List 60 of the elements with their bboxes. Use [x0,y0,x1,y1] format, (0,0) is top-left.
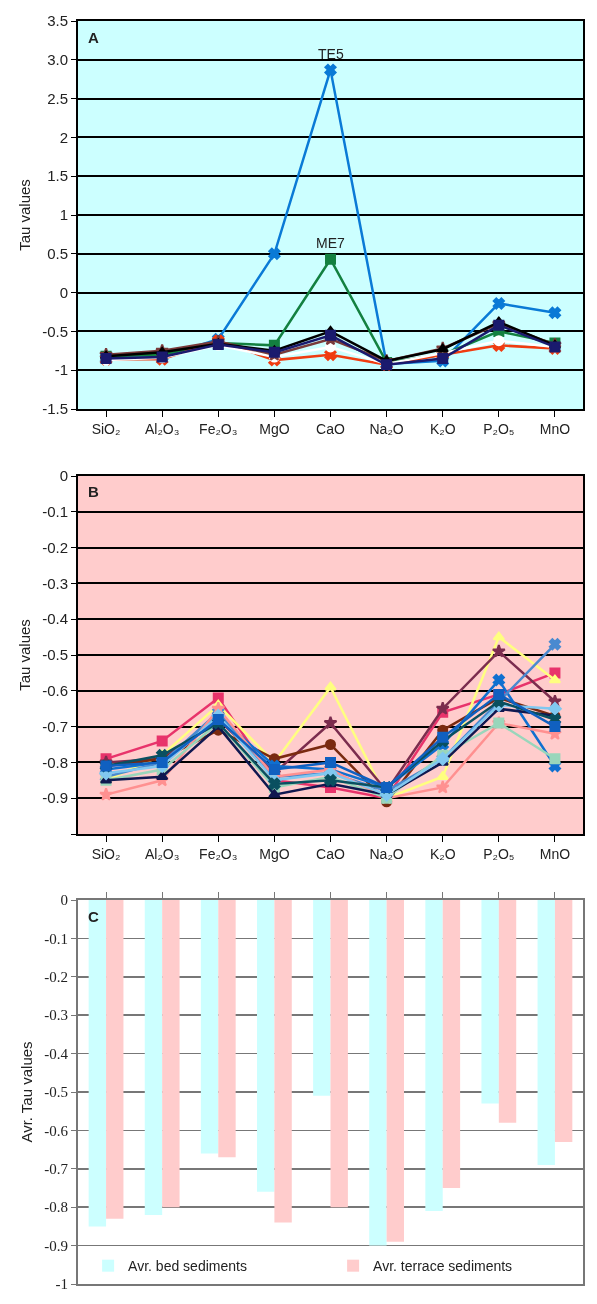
y-tick-label: -0.7 [44,1161,69,1178]
y-tick-label: -0.7 [42,717,68,735]
y-tick-label: -0.5 [42,646,68,664]
y-tick-label: -0.2 [42,538,68,556]
x-tick-label: CaO [316,420,345,437]
x-tick-label: MgO [259,845,290,862]
y-tick-label: -0.6 [44,1122,69,1139]
y-tick-label: 0 [59,467,68,485]
x-tick-label: SiO₂ [91,420,121,437]
y-tick-label: -0.1 [44,930,68,947]
y-tick-label: 1.5 [47,167,68,185]
y-tick-label: 2 [59,128,68,146]
y-tick-label: -0.3 [44,1007,68,1024]
x-tick-label: K₂O [429,845,456,862]
x-tick-label: P₂O₅ [483,420,515,437]
x-tick-label: MgO [259,420,290,437]
y-tick-label: -0.5 [42,322,68,340]
y-tick-label: -0.4 [44,1045,69,1062]
y-tick-label: -0.8 [42,753,68,771]
annotation: A [88,29,99,46]
legend-label: Avr. terrace sediments [373,1258,513,1275]
x-tick-label: MnO [539,845,571,862]
y-tick-label: 0.5 [47,245,68,263]
x-tick-label: MnO [539,420,571,437]
series-label: ME7 [316,235,345,251]
x-tick-label: CaO [316,845,345,862]
y-tick-label: 3.5 [47,12,68,30]
y-tick-label: -0.2 [44,969,68,986]
y-tick-label: 1 [59,206,68,224]
y-tick-label: -1 [55,1276,68,1293]
annotation: B [88,483,99,500]
y-axis-title: Tau values [15,619,33,691]
series-label: TE5 [318,46,344,62]
y-tick-label: -0.1 [42,503,68,521]
y-tick-label: -0.4 [42,610,68,628]
annotation: C [88,908,99,925]
y-tick-label: -0.9 [44,1237,68,1254]
y-tick-label: 0 [59,283,68,301]
y-tick-label: 2.5 [47,89,68,107]
x-tick-label: Al₂O₃ [144,420,180,437]
y-tick-label: -0.6 [42,682,68,700]
x-tick-label: Na₂O [369,845,404,862]
y-tick-label: -0.8 [44,1199,68,1216]
x-tick-label: Na₂O [369,420,404,437]
y-tick-label: -1 [54,361,68,379]
y-tick-label: -0.9 [42,789,68,807]
x-tick-label: K₂O [429,420,456,437]
y-axis-title: Tau values [15,179,33,251]
y-tick-label: 3.0 [47,51,68,69]
legend-label: Avr. bed sediments [128,1258,247,1275]
x-tick-label: Al₂O₃ [144,845,180,862]
y-tick-label: -0.3 [42,574,68,592]
x-tick-label: SiO₂ [91,845,121,862]
y-tick-label: -0.5 [44,1084,68,1101]
y-axis-title: Avr. Tau values [18,1041,35,1143]
x-tick-label: Fe₂O₃ [199,420,238,437]
x-tick-label: Fe₂O₃ [199,845,238,862]
y-tick-label: -1.5 [42,400,68,418]
y-tick-label: 0 [60,892,68,909]
x-tick-label: P₂O₅ [483,845,515,862]
